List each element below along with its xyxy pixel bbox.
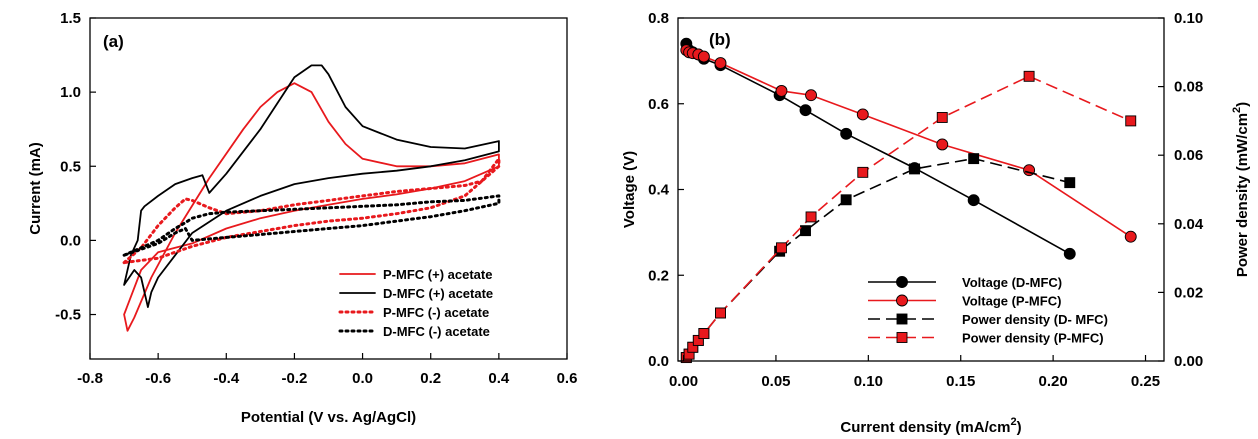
legend-marker-b-0 xyxy=(896,276,908,288)
x-axis-title-b-main: Current density (mA/cm xyxy=(840,419,1010,436)
y2-axis-title-b-end: ) xyxy=(1234,102,1251,107)
data-point-b-1 xyxy=(697,50,710,63)
series-line-b-0 xyxy=(685,43,1071,255)
x-tick-label-b: 0.20 xyxy=(1039,373,1068,390)
data-point-b-3 xyxy=(692,334,704,346)
x-axis-title-b: Current density (mA/cm2) xyxy=(840,416,1021,436)
y-tick-label-a: 1.0 xyxy=(60,84,81,101)
data-point-b-2 xyxy=(968,153,980,165)
legend-marker-b-3 xyxy=(896,332,908,343)
panel-label-a: (a) xyxy=(103,32,124,51)
plot-frame-a xyxy=(89,17,568,360)
data-point-b-2 xyxy=(1064,177,1076,189)
y2-tick-label-b: 0.02 xyxy=(1174,284,1203,301)
data-point-b-3 xyxy=(1023,70,1035,82)
legend-label-b-1: Voltage (P-MFC) xyxy=(962,294,1061,309)
data-point-b-3 xyxy=(715,307,726,319)
x-tick-label-a: -0.8 xyxy=(77,370,103,387)
legend-label-a-3: D-MFC (-) acetate xyxy=(383,324,490,339)
legend-label-b-0: Voltage (D-MFC) xyxy=(962,275,1062,290)
y-tick-label-a: 0.5 xyxy=(60,158,81,175)
series-line-b-1 xyxy=(685,49,1132,238)
x-tick-label-b: 0.00 xyxy=(669,373,698,390)
y2-tick-label-b: 0.00 xyxy=(1174,353,1203,370)
x-axis-title-a: Potential (V vs. Ag/AgCl) xyxy=(241,409,416,426)
data-point-b-0 xyxy=(840,127,853,140)
x-tick-label-a: 0.0 xyxy=(352,370,373,387)
y2-axis-title-b-main: Power density (mW/cm xyxy=(1234,113,1251,277)
data-point-b-1 xyxy=(805,89,817,102)
x-tick-label-a: -0.6 xyxy=(145,370,171,387)
data-point-b-0 xyxy=(799,104,812,117)
legend-label-b-3: Power density (P-MFC) xyxy=(962,331,1104,346)
y2-axis-title-b-sup: 2 xyxy=(1231,107,1243,113)
y-tick-label-a: 1.5 xyxy=(60,10,81,27)
x-tick-label-a: -0.2 xyxy=(281,370,307,387)
y2-tick-label-b: 0.06 xyxy=(1174,147,1203,164)
y2-tick-label-b: 0.04 xyxy=(1174,216,1204,233)
data-point-b-3 xyxy=(936,112,948,123)
x-tick-label-a: -0.4 xyxy=(213,370,240,387)
data-point-b-3 xyxy=(805,211,817,223)
y-tick-label-b: 0.8 xyxy=(648,10,669,27)
y-tick-label-a: -0.5 xyxy=(55,307,81,324)
legend-label-b-2: Power density (D- MFC) xyxy=(962,312,1108,327)
data-point-b-2 xyxy=(840,194,852,206)
series-line-a-1 xyxy=(123,64,500,309)
data-point-b-3 xyxy=(698,328,710,340)
y-tick-label-b: 0.0 xyxy=(648,353,669,370)
legend-marker-b-2 xyxy=(896,313,908,325)
data-point-b-2 xyxy=(909,163,920,175)
y-tick-label-b: 0.4 xyxy=(648,182,670,199)
legend-label-a-2: P-MFC (-) acetate xyxy=(383,305,489,320)
data-point-b-3 xyxy=(687,341,699,353)
x-tick-label-b: 0.25 xyxy=(1131,373,1160,390)
y-tick-label-b: 0.6 xyxy=(648,96,669,113)
y-axis-title-a: Current (mA) xyxy=(27,142,44,235)
x-tick-label-b: 0.05 xyxy=(761,373,790,390)
data-point-b-3 xyxy=(857,166,869,178)
panel-a-cyclic-voltammetry: -0.8 -0.6 -0.4 -0.2 0.0 0.2 0.4 0.6 -0.5 0.0 0.5 1.… xyxy=(27,10,577,426)
data-point-b-3 xyxy=(776,242,787,254)
series-line-a-0 xyxy=(123,82,500,332)
y-tick-label-b: 0.2 xyxy=(648,267,669,284)
legend-label-a-0: P-MFC (+) acetate xyxy=(383,267,492,282)
x-tick-label-b: 0.10 xyxy=(854,373,883,390)
data-point-b-0 xyxy=(1063,247,1076,260)
x-axis-title-b-end: ) xyxy=(1017,419,1022,436)
y-axis-title-b: Voltage (V) xyxy=(621,151,638,228)
x-tick-label-b: 0.15 xyxy=(946,373,975,390)
y2-axis-title-b: Power density (mW/cm2) xyxy=(1231,102,1251,277)
data-point-b-0 xyxy=(967,194,980,207)
legend-marker-b-1 xyxy=(896,294,908,307)
panel-b-polarization-power: 0.00 0.05 0.10 0.15 0.20 0.25 0.0 0.2 0.4 0.6 0.8 0… xyxy=(621,10,1251,436)
x-axis-title-b-sup: 2 xyxy=(1010,416,1016,428)
plot-frame-b xyxy=(677,17,1165,362)
panel-label-b: (b) xyxy=(709,30,731,49)
y-tick-label-a: 0.0 xyxy=(60,232,81,249)
x-tick-label-a: 0.6 xyxy=(557,370,578,387)
y2-tick-label-b: 0.10 xyxy=(1174,10,1203,27)
data-point-b-2 xyxy=(800,225,811,237)
series-line-a-2 xyxy=(122,157,501,265)
data-point-b-1 xyxy=(775,84,788,97)
data-point-b-1 xyxy=(714,57,727,69)
x-tick-label-a: 0.4 xyxy=(488,370,510,387)
data-point-b-1 xyxy=(1124,230,1137,243)
x-tick-label-a: 0.2 xyxy=(420,370,441,387)
data-point-b-1 xyxy=(936,138,949,151)
data-point-b-3 xyxy=(1125,115,1137,127)
series-line-a-3 xyxy=(122,194,501,257)
legend-label-a-1: D-MFC (+) acetate xyxy=(383,286,493,301)
data-point-b-1 xyxy=(856,108,869,121)
y2-tick-label-b: 0.08 xyxy=(1174,79,1203,96)
series-line-b-2 xyxy=(685,157,1070,359)
